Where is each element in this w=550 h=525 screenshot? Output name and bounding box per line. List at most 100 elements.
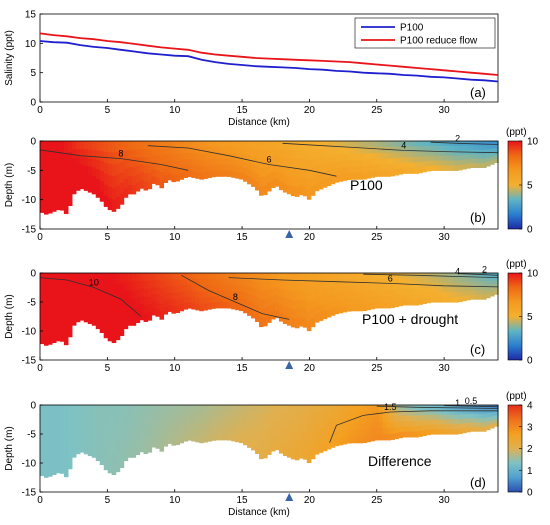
salinity-cell bbox=[207, 429, 212, 436]
salinity-cell bbox=[207, 411, 212, 418]
salinity-cell bbox=[83, 157, 89, 167]
salinity-cell bbox=[111, 164, 117, 177]
salinity-cell bbox=[350, 285, 356, 293]
salinity-cell bbox=[159, 164, 165, 173]
salinity-cell bbox=[187, 428, 192, 435]
salinity-cell bbox=[478, 277, 483, 283]
salinity-cell bbox=[278, 405, 284, 414]
y-tick-label: 10 bbox=[25, 39, 37, 50]
salinity-cell bbox=[474, 294, 479, 300]
salinity-cell bbox=[79, 412, 85, 422]
salinity-cell bbox=[235, 429, 240, 437]
salinity-cell bbox=[215, 434, 220, 441]
salinity-cell bbox=[358, 285, 364, 293]
salinity-cell bbox=[111, 176, 117, 189]
salinity-cell bbox=[195, 411, 200, 418]
salinity-cell bbox=[494, 415, 499, 420]
salinity-cell bbox=[466, 150, 471, 156]
salinity-cell bbox=[430, 287, 435, 293]
salinity-cell bbox=[223, 278, 228, 286]
salinity-cell bbox=[135, 297, 141, 307]
salinity-cell bbox=[40, 308, 45, 321]
salinity-cell bbox=[406, 415, 411, 422]
salinity-cell bbox=[91, 167, 97, 177]
salinity-cell bbox=[330, 405, 336, 413]
salinity-cell bbox=[318, 180, 324, 190]
salinity-cell bbox=[163, 273, 169, 281]
salinity-cell bbox=[87, 166, 93, 176]
salinity-cell bbox=[123, 300, 129, 311]
y-tick-label: -10 bbox=[22, 327, 37, 338]
salinity-cell bbox=[119, 293, 125, 305]
salinity-cell bbox=[79, 288, 85, 298]
salinity-cell bbox=[91, 281, 97, 291]
salinity-cell bbox=[187, 141, 192, 148]
panel-tag: (d) bbox=[470, 475, 486, 490]
salinity-cell bbox=[426, 297, 431, 304]
salinity-cell bbox=[267, 157, 272, 167]
salinity-cell bbox=[374, 290, 380, 297]
salinity-cell bbox=[370, 153, 376, 160]
salinity-cell bbox=[255, 181, 260, 191]
salinity-cell bbox=[274, 412, 280, 421]
salinity-cell bbox=[247, 280, 252, 288]
salinity-cell bbox=[40, 331, 45, 345]
salinity-cell bbox=[79, 312, 85, 321]
salinity-cell bbox=[191, 141, 196, 148]
salinity-cell bbox=[203, 423, 208, 431]
salinity-cell bbox=[255, 405, 260, 414]
salinity-cell bbox=[155, 280, 161, 288]
salinity-cell bbox=[147, 288, 153, 298]
salinity-cell bbox=[462, 423, 467, 429]
salinity-cell bbox=[302, 168, 308, 179]
salinity-cell bbox=[402, 151, 407, 158]
salinity-cell bbox=[183, 405, 188, 412]
salinity-cell bbox=[63, 452, 69, 466]
salinity-cell bbox=[418, 278, 423, 284]
salinity-cell bbox=[267, 305, 272, 315]
salinity-cell bbox=[382, 273, 388, 280]
salinity-cell bbox=[358, 166, 364, 174]
salinity-cell bbox=[143, 445, 149, 454]
salinity-cell bbox=[91, 431, 97, 441]
colorbar-tick-label: 10 bbox=[527, 137, 539, 148]
salinity-cell bbox=[123, 423, 129, 434]
salinity-cell bbox=[310, 177, 316, 187]
salinity-cell bbox=[322, 273, 328, 282]
salinity-cell bbox=[494, 419, 499, 424]
salinity-cell bbox=[446, 165, 451, 171]
salinity-cell bbox=[418, 288, 423, 295]
salinity-cell bbox=[67, 283, 73, 295]
colorbar-tick-label: 5 bbox=[527, 312, 533, 323]
salinity-cell bbox=[147, 444, 153, 453]
salinity-cell bbox=[382, 405, 388, 412]
salinity-cell bbox=[139, 273, 145, 282]
salinity-cell bbox=[139, 436, 145, 445]
salinity-cell bbox=[55, 284, 61, 297]
salinity-cell bbox=[179, 436, 184, 444]
salinity-cell bbox=[40, 463, 45, 477]
salinity-cell bbox=[446, 424, 451, 430]
salinity-cell bbox=[270, 273, 276, 282]
salinity-cell bbox=[215, 405, 220, 412]
salinity-cell bbox=[418, 415, 423, 422]
salinity-cell bbox=[71, 439, 77, 449]
salinity-cell bbox=[350, 166, 356, 174]
salinity-cell bbox=[155, 419, 161, 428]
salinity-cell bbox=[278, 149, 284, 158]
salinity-cell bbox=[139, 405, 145, 414]
salinity-cell bbox=[390, 169, 396, 177]
salinity-cell bbox=[286, 413, 292, 423]
salinity-cell bbox=[203, 297, 208, 305]
salinity-cell bbox=[354, 273, 360, 280]
salinity-cell bbox=[43, 453, 49, 466]
contour-line bbox=[363, 273, 499, 278]
salinity-cell bbox=[334, 154, 340, 163]
salinity-cell bbox=[278, 428, 284, 438]
salinity-cell bbox=[255, 289, 260, 298]
salinity-cell bbox=[187, 146, 192, 154]
salinity-cell bbox=[139, 443, 145, 453]
salinity-cell bbox=[243, 299, 248, 307]
salinity-cell bbox=[147, 412, 153, 422]
